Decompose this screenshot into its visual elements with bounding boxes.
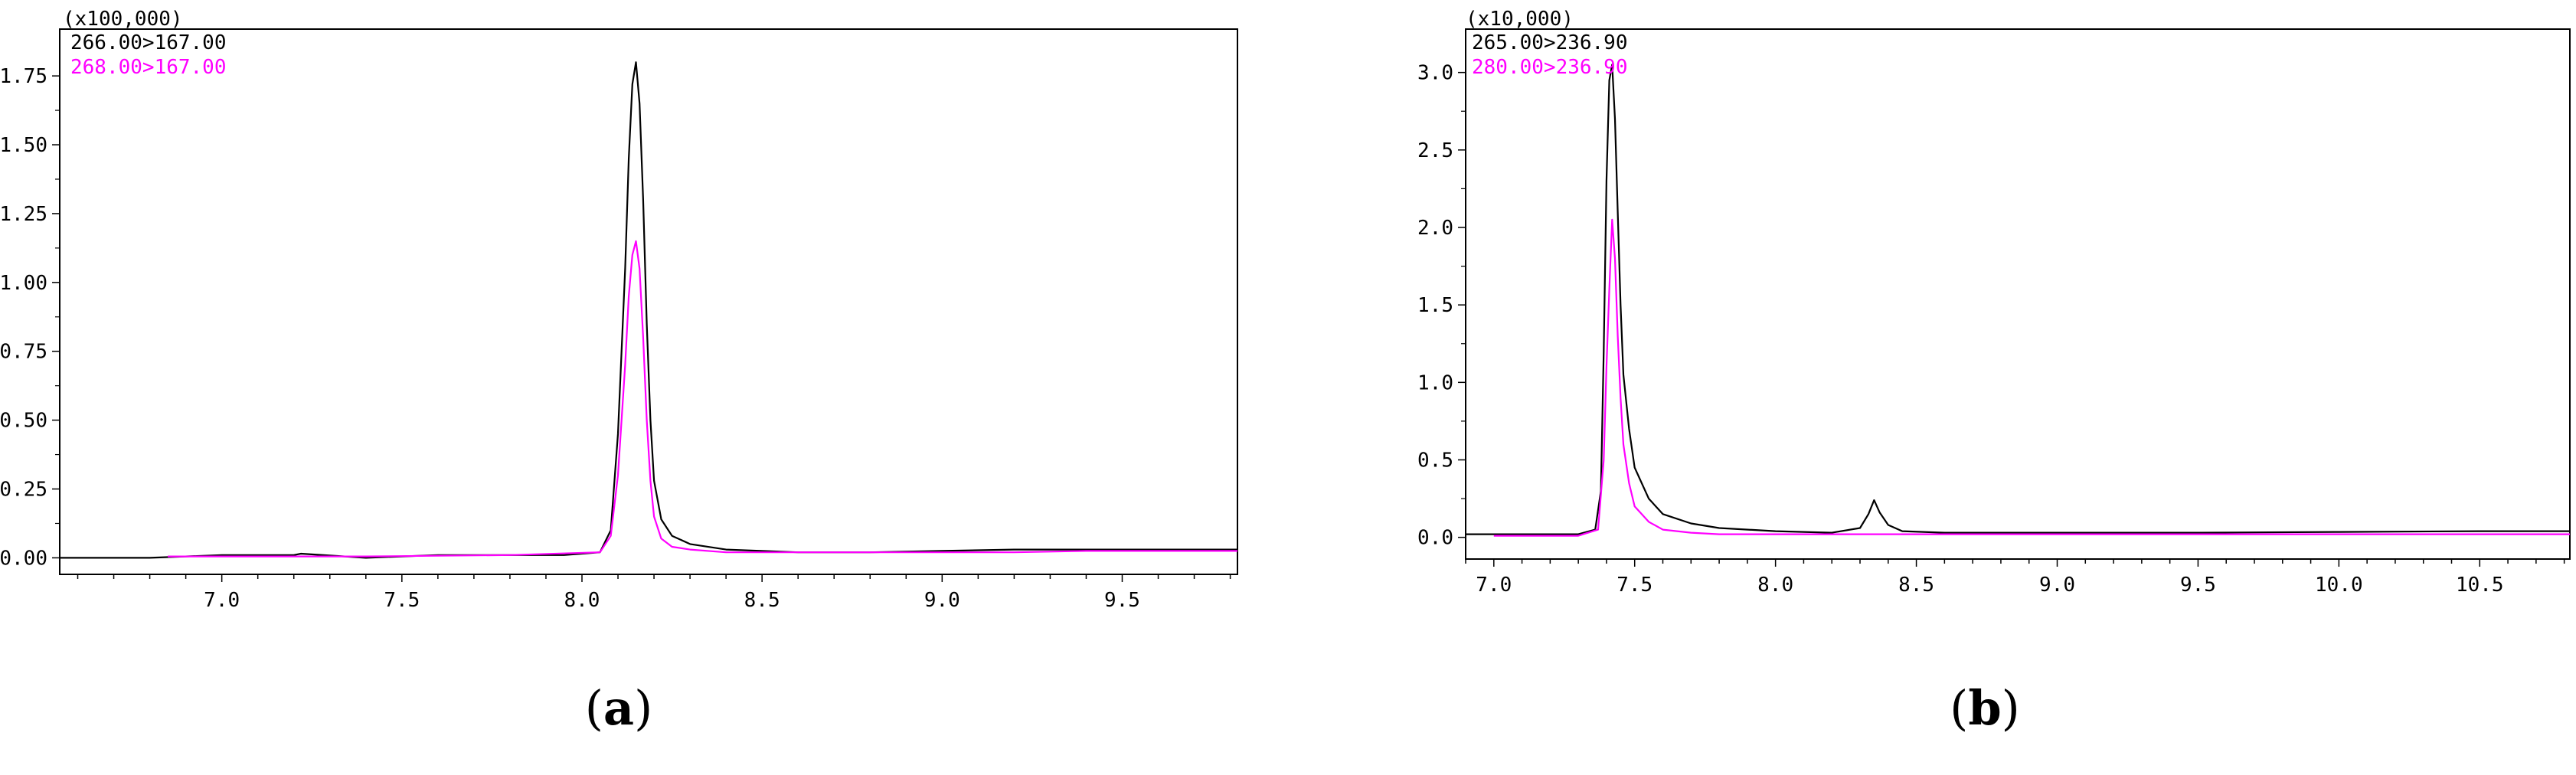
x-tick-label: 9.0 — [2039, 574, 2075, 597]
x-tick-label: 8.5 — [744, 589, 780, 612]
legend-entry-b-2: 280.00>236.90 — [1472, 56, 1628, 79]
y-axis-ticks-a: 0.00 0.25 0.50 0.75 1.00 1.25 1.50 1.75 — [0, 65, 60, 570]
y-tick-label: 1.75 — [0, 65, 47, 88]
series-line-2 — [1493, 218, 2570, 537]
y-tick-label: 0.50 — [0, 410, 47, 433]
plot-frame-a — [59, 28, 1238, 575]
y-tick-label: 0.5 — [1417, 450, 1453, 473]
x-tick-label: 7.5 — [384, 589, 420, 612]
series-lines-a — [60, 61, 1237, 559]
panel-caption-b-letter: b — [1968, 680, 2002, 736]
x-tick-label: 9.0 — [924, 589, 960, 612]
y-tick-label: 2.5 — [1417, 139, 1453, 162]
y-tick-label: 0.25 — [0, 479, 47, 502]
panel-caption-b: (b) — [1950, 680, 2020, 736]
series-line-2 — [168, 240, 1237, 558]
series-line-1 — [60, 61, 1237, 559]
plot-frame-b — [1465, 28, 2571, 560]
legend-entry-b-1: 265.00>236.90 — [1472, 31, 1628, 54]
y-tick-label: 1.50 — [0, 134, 47, 157]
x-tick-label: 8.0 — [564, 589, 600, 612]
y-tick-label: 2.0 — [1417, 217, 1453, 240]
x-tick-label: 9.5 — [2180, 574, 2216, 597]
x-tick-label: 9.5 — [1104, 589, 1140, 612]
x-tick-label: 7.5 — [1617, 574, 1652, 597]
panel-caption-a-letter: a — [603, 680, 635, 736]
y-tick-label: 1.0 — [1417, 371, 1453, 394]
y-tick-label: 1.25 — [0, 203, 47, 226]
series-line-1 — [1466, 64, 2570, 535]
x-tick-label: 10.0 — [2315, 574, 2363, 597]
y-tick-label: 1.5 — [1417, 294, 1453, 317]
series-lines-b — [1466, 64, 2570, 537]
y-tick-label: 1.00 — [0, 272, 47, 295]
y-tick-label: 3.0 — [1417, 62, 1453, 85]
x-axis-ticks-a: 7.0 7.5 8.0 8.5 9.0 9.5 — [77, 574, 1231, 612]
y-tick-label: 0.00 — [0, 547, 47, 570]
chart-panel-b: (x10,000) 7.0 7.5 8.0 8.5 9.0 9.5 10.0 10.5 0.0… — [1417, 8, 2571, 597]
y-axis-ticks-b: 0.0 0.5 1.0 1.5 2.0 2.5 3.0 — [1417, 62, 1466, 550]
x-tick-label: 8.5 — [1898, 574, 1934, 597]
y-multiplier-label-a: (x100,000) — [63, 8, 183, 31]
x-axis-ticks-b: 7.0 7.5 8.0 8.5 9.0 9.5 10.0 10.5 — [1465, 559, 2565, 597]
legend-entry-a-1: 266.00>167.00 — [70, 31, 227, 54]
panel-caption-a: (a) — [584, 680, 653, 736]
x-tick-label: 7.0 — [1476, 574, 1512, 597]
x-tick-label: 7.0 — [204, 589, 240, 612]
chart-panel-a: (x100,000) 7.0 7.5 8.0 8.5 9.0 9.5 0.000.250.… — [0, 8, 1238, 612]
x-tick-label: 8.0 — [1757, 574, 1793, 597]
y-tick-label: 0.0 — [1417, 527, 1453, 550]
y-tick-label: 0.75 — [0, 341, 47, 364]
x-tick-label: 10.5 — [2456, 574, 2504, 597]
legend-entry-a-2: 268.00>167.00 — [70, 56, 227, 79]
y-multiplier-label-b: (x10,000) — [1466, 8, 1574, 31]
